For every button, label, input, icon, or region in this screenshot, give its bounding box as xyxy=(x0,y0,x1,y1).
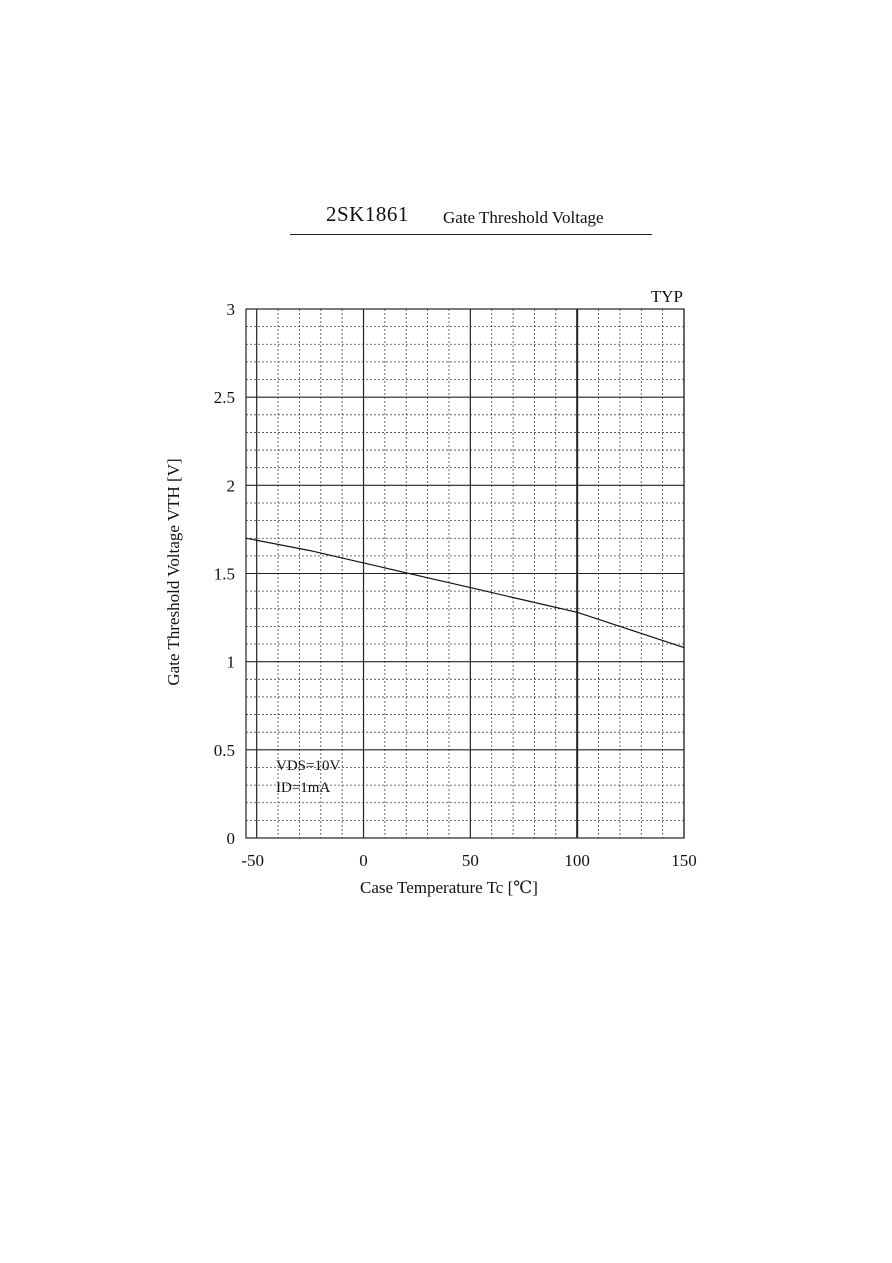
series-layer xyxy=(245,537,685,649)
typ-label: TYP xyxy=(651,287,683,306)
chart-title-block: 2SK1861 Gate Threshold Voltage xyxy=(290,200,652,235)
y-tick-labels: 0 0.5 1 1.5 2 2.5 3 xyxy=(214,300,235,848)
chart-title: Gate Threshold Voltage xyxy=(443,208,604,227)
condition-vds: VDS=10V xyxy=(276,758,340,774)
x-tick-label: 50 xyxy=(462,851,479,870)
y-tick-label: 1 xyxy=(227,653,236,672)
x-tick-label: -50 xyxy=(241,851,264,870)
y-tick-label: 1.5 xyxy=(214,565,235,584)
plot-frame xyxy=(245,308,685,839)
y-tick-label: 2 xyxy=(227,476,236,495)
y-axis-label: Gate Threshold Voltage VTH [V] xyxy=(164,458,183,685)
y-tick-label: 2.5 xyxy=(214,388,235,407)
x-tick-label: 0 xyxy=(359,851,368,870)
series-line-vth xyxy=(245,537,685,649)
x-tick-labels: -50 0 50 100 150 xyxy=(241,851,696,870)
y-tick-label: 0.5 xyxy=(214,741,235,760)
x-tick-label: 150 xyxy=(671,851,697,870)
part-number: 2SK1861 xyxy=(326,202,409,226)
y-tick-label: 3 xyxy=(227,300,236,319)
x-axis-label: Case Temperature Tc [℃] xyxy=(360,878,538,897)
x-tick-label: 100 xyxy=(564,851,590,870)
condition-id: ID=1mA xyxy=(276,780,330,796)
y-tick-label: 0 xyxy=(227,829,236,848)
